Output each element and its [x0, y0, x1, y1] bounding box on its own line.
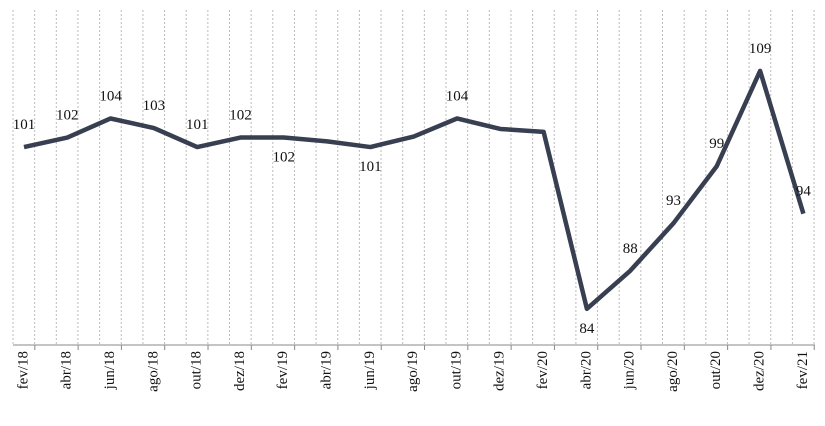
x-tick-label: out/18	[189, 351, 205, 389]
data-label: 101	[359, 159, 382, 175]
x-tick-label: fev/20	[535, 351, 551, 389]
line	[23, 68, 806, 312]
x-tick-label: ago/18	[145, 351, 161, 392]
x-tick-label: fev/21	[795, 351, 811, 389]
x-tick-label: dez/19	[492, 351, 508, 391]
x-tick-label: abr/18	[59, 351, 75, 389]
data-label: 84	[579, 321, 595, 337]
data-label: 104	[99, 88, 122, 104]
x-tick-label: abr/20	[578, 351, 594, 389]
data-label: 94	[796, 184, 812, 200]
data-label: 101	[13, 117, 36, 133]
x-tick-label: ago/19	[405, 351, 421, 392]
x-tick-label: out/20	[708, 351, 724, 389]
data-label: 109	[749, 41, 772, 57]
data-label: 102	[229, 108, 252, 124]
x-tick-label: jun/20	[622, 351, 638, 390]
x-tick-label: fev/19	[275, 351, 291, 389]
data-label: 103	[143, 98, 166, 114]
x-tick-label: ago/20	[665, 351, 681, 392]
data-label: 99	[709, 136, 724, 152]
data-label: 102	[273, 150, 296, 166]
x-tick-label: fev/18	[15, 351, 31, 389]
data-label: 102	[56, 108, 79, 124]
data-label: 104	[446, 88, 469, 104]
x-tick-label: abr/19	[319, 351, 335, 389]
x-tick-label: out/19	[448, 351, 464, 389]
x-tick-label: dez/20	[752, 351, 768, 391]
data-label: 93	[666, 193, 681, 209]
data-label: 88	[623, 241, 638, 257]
data-label: 101	[186, 117, 209, 133]
x-tick-label: jun/19	[362, 351, 378, 390]
x-tick-label: dez/18	[232, 351, 248, 391]
x-tick-label: jun/18	[102, 351, 118, 390]
